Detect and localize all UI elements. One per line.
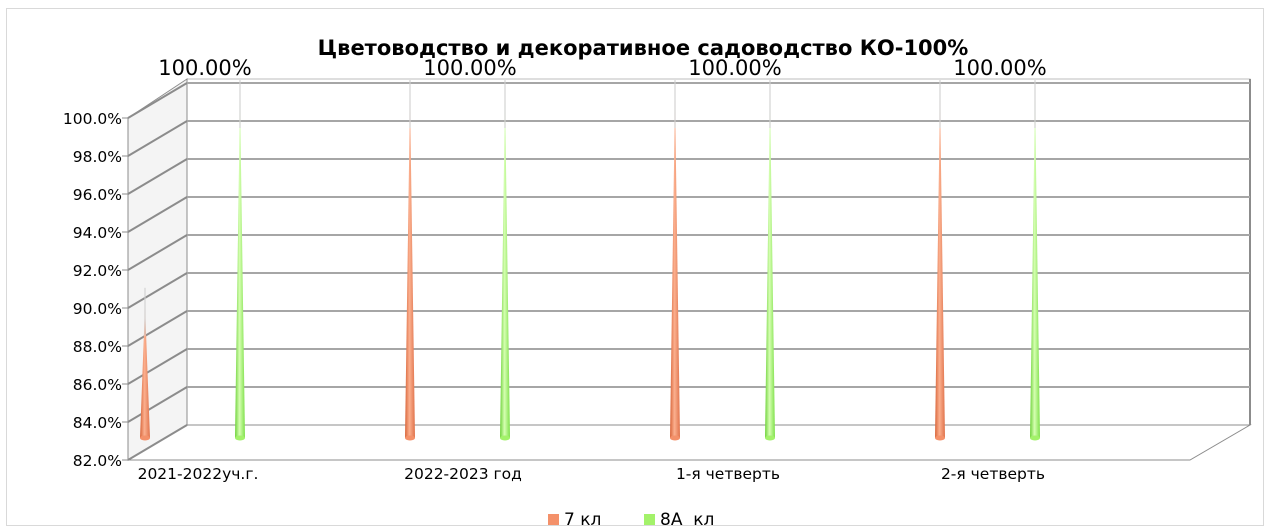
bar-base (765, 435, 775, 441)
legend: 7 кл 8А кл (548, 510, 714, 530)
y-tick-label: 96.0% (73, 186, 122, 204)
bar-8akl (500, 98, 510, 438)
bars (140, 80, 1040, 441)
bar-base (405, 435, 415, 441)
bar-7kl (405, 98, 415, 438)
gridline-side (127, 120, 188, 157)
x-category-label: 2021-2022уч.г. (138, 465, 259, 483)
y-tick-label: 82.0% (73, 452, 122, 470)
chart-title: Цветоводство и декоративное садоводство … (318, 36, 969, 60)
chart-frame (6, 8, 1264, 526)
y-tick-label: 98.0% (73, 148, 122, 166)
gridline-side (127, 272, 188, 309)
data-label: 100.00% (423, 56, 516, 80)
data-label: 100.00% (158, 56, 251, 80)
bar-7kl (935, 98, 945, 438)
x-category-label: 2022-2023 год (404, 465, 522, 483)
data-label: 100.00% (953, 56, 1046, 80)
bar-base (1030, 435, 1040, 441)
gridline-side (127, 82, 188, 119)
y-tick-label: 90.0% (73, 300, 122, 318)
bar-base (670, 435, 680, 441)
back-wall (186, 78, 1251, 426)
y-tick-label: 94.0% (73, 224, 122, 242)
y-tick-label: 92.0% (73, 262, 122, 280)
y-tick-label: 84.0% (73, 414, 122, 432)
gridline-side (127, 386, 188, 423)
data-label: 100.00% (688, 56, 781, 80)
y-tick-label: 100.0% (63, 110, 122, 128)
y-axis-ticks: 82.0% 84.0% 86.0% 88.0% 90.0% 92.0% 94.0% 96.0%… (63, 110, 128, 470)
gridline-side (127, 196, 188, 233)
chart-floor (126, 424, 1252, 461)
legend-label-8akl: 8А кл (660, 510, 714, 530)
bar-base (140, 435, 150, 441)
category-labels: 2021-2022уч.г. 2022-2023 год 1-я четверть 2… (138, 465, 1045, 483)
gridline-side (127, 348, 188, 385)
gridlines (127, 82, 1250, 461)
bar-8akl (235, 98, 245, 438)
bar-8akl (1030, 98, 1040, 438)
legend-label-7kl: 7 кл (564, 510, 601, 530)
legend-swatch-8akl (644, 514, 655, 525)
side-wall (127, 78, 188, 461)
gridline-side (127, 310, 188, 347)
gridline-side (127, 234, 188, 271)
y-tick-label: 88.0% (73, 338, 122, 356)
bar-base (935, 435, 945, 441)
bar-base (500, 435, 510, 441)
gridline-side (127, 424, 188, 461)
data-labels: 100.00% 100.00% 100.00% 100.00% (158, 56, 1046, 80)
x-category-label: 2-я четверть (941, 465, 1045, 483)
bar-8akl (765, 98, 775, 438)
bar-7kl (670, 98, 680, 438)
bar-7kl (140, 305, 150, 438)
gridline-side (127, 158, 188, 195)
x-category-label: 1-я четверть (676, 465, 780, 483)
legend-swatch-7kl (548, 514, 559, 525)
y-tick-label: 86.0% (73, 376, 122, 394)
bar-base (235, 435, 245, 441)
